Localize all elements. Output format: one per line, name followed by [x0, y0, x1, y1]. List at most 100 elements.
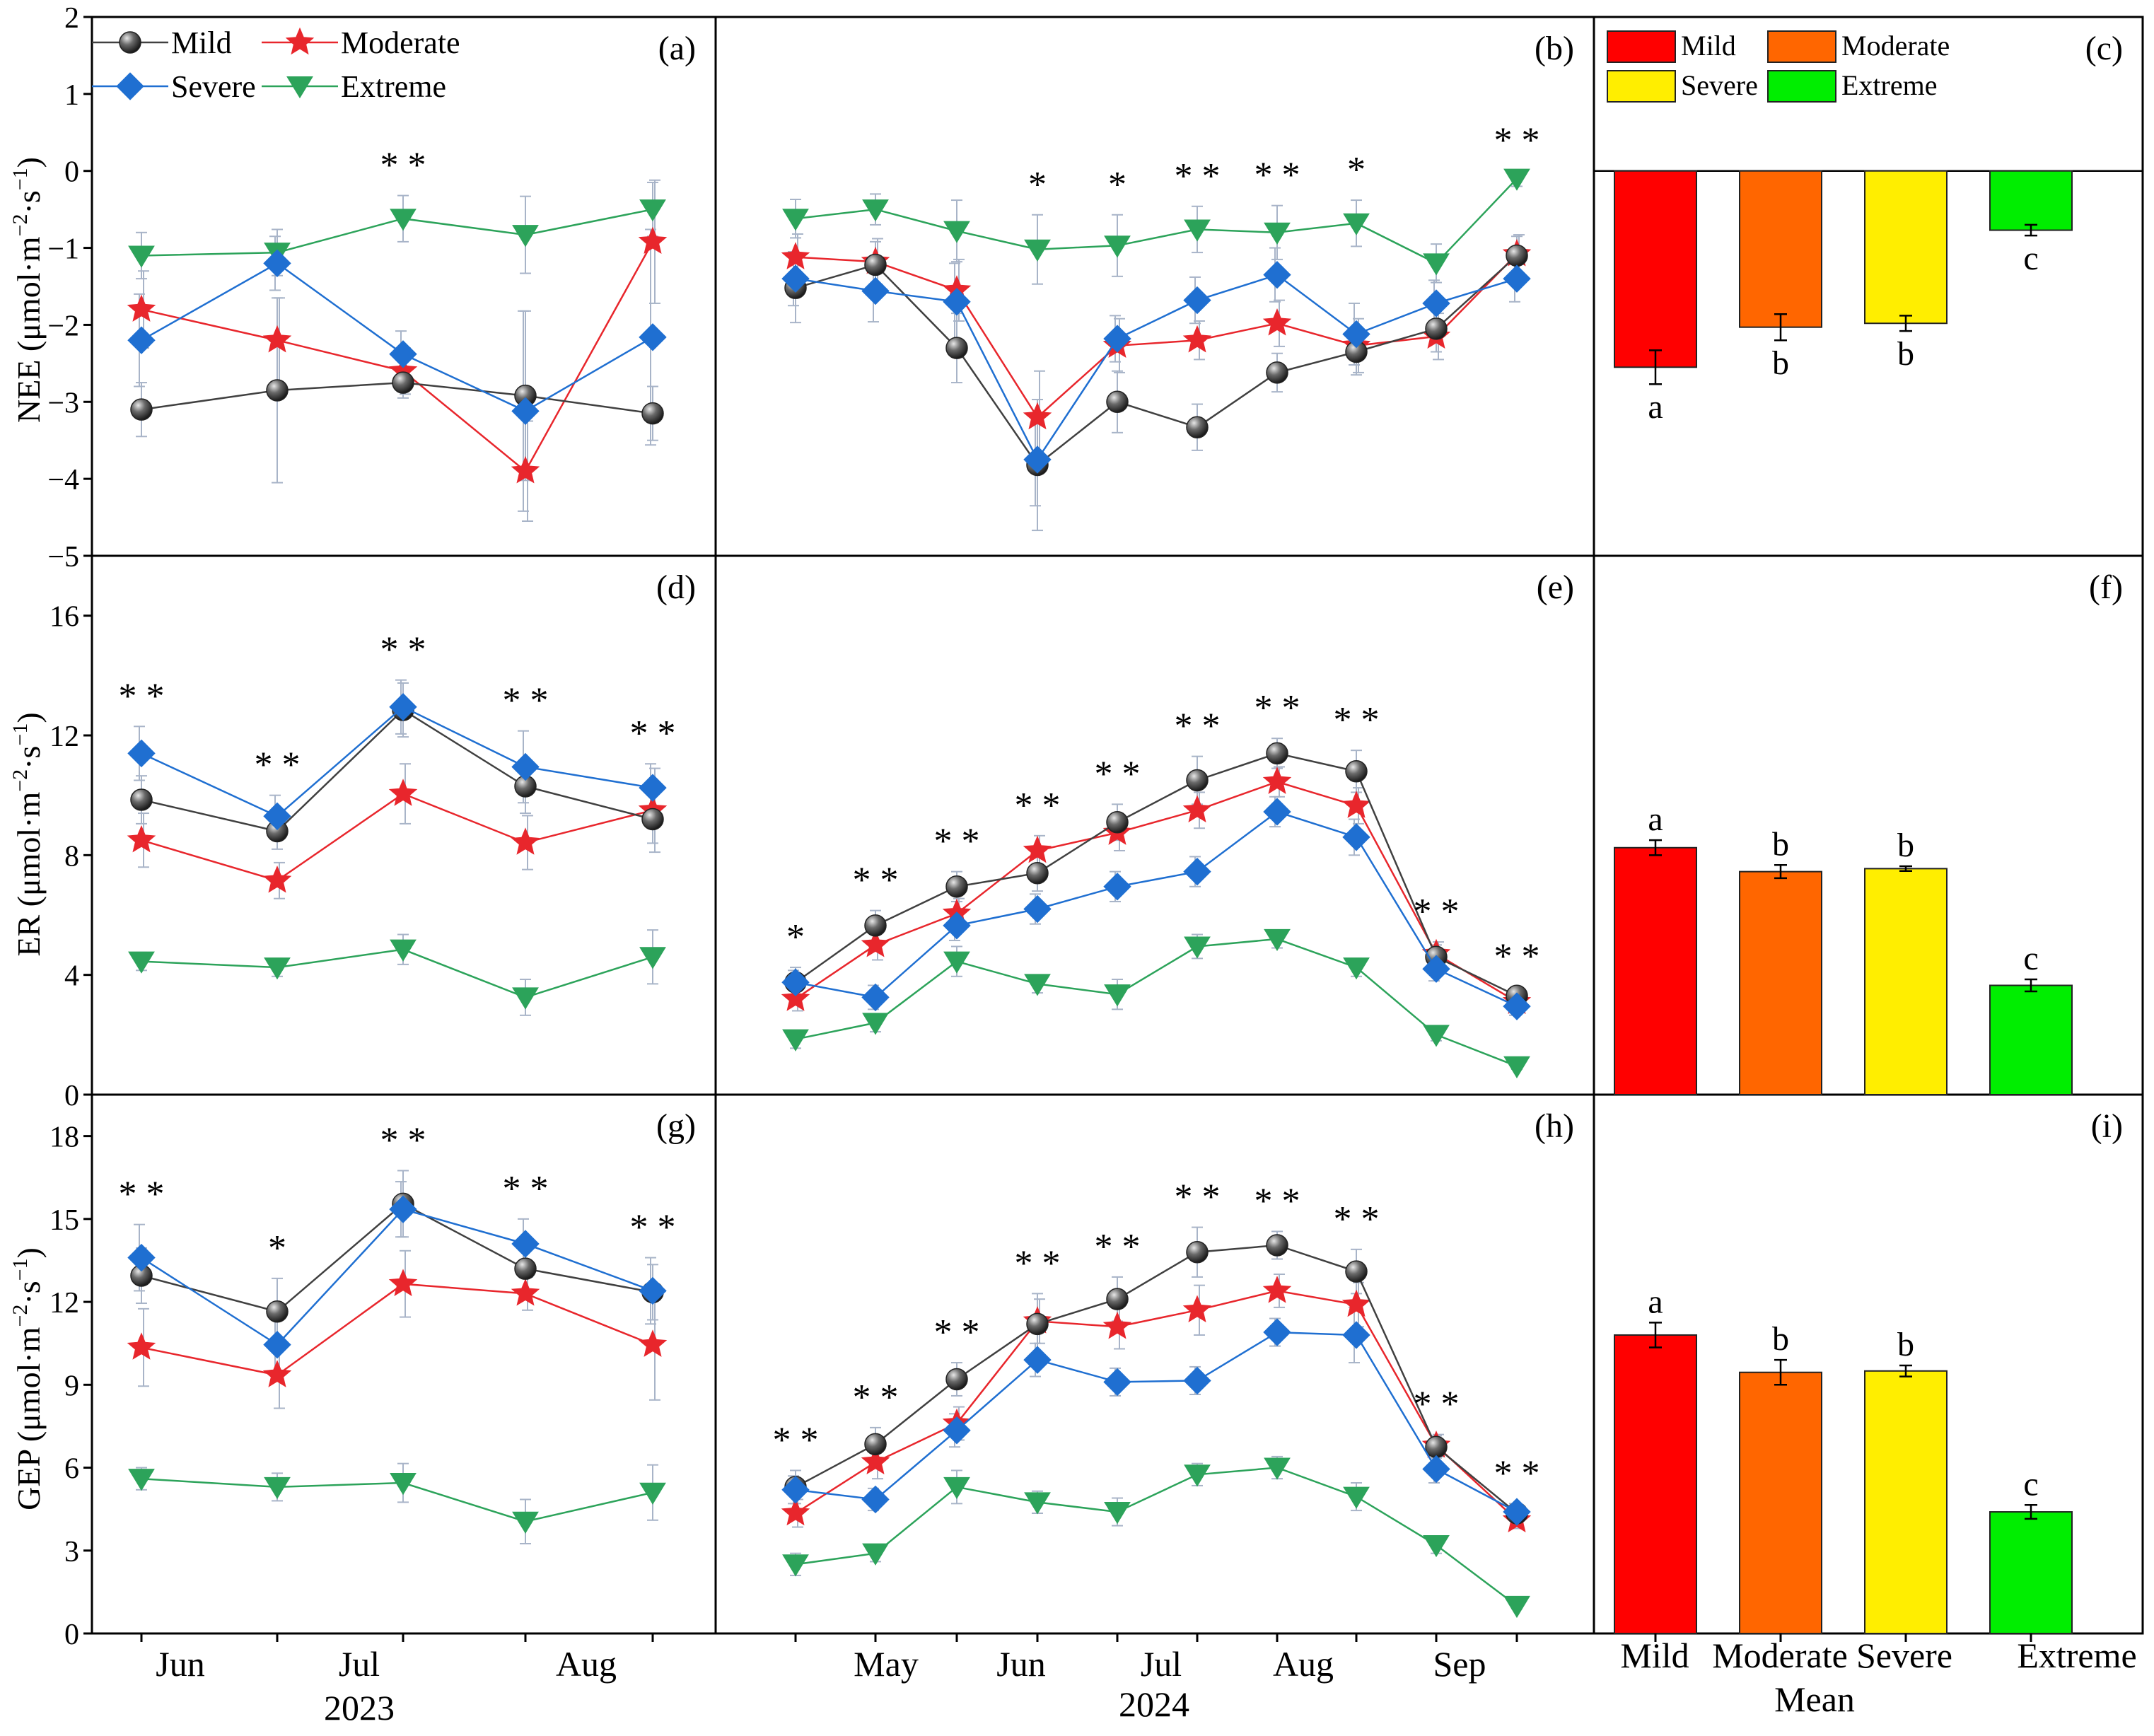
significance-letter: c — [2023, 240, 2038, 277]
legend-lines: Mild Moderate Severe Extreme — [92, 25, 460, 104]
point-moderate — [781, 242, 810, 269]
point-mild — [945, 875, 968, 898]
xtick-2024-aug: Aug — [1273, 1644, 1334, 1684]
legend-bars: Mild Moderate Severe Extreme — [1607, 30, 1950, 103]
point-moderate — [127, 1332, 156, 1360]
series-line-extreme — [795, 177, 1518, 264]
xtick-mean-moderate: Moderate — [1712, 1636, 1848, 1675]
xtick-2023-jul: Jul — [339, 1644, 380, 1684]
series-line-extreme — [795, 938, 1518, 1067]
point-extreme — [782, 209, 809, 231]
point-moderate — [1262, 1276, 1292, 1303]
point-severe — [1183, 286, 1211, 315]
panel-letter: (f) — [2089, 569, 2123, 606]
significance-mark: * * — [1254, 688, 1300, 728]
series-line-mild — [795, 1244, 1518, 1514]
legend-label-mild: Mild — [171, 25, 232, 60]
point-extreme — [1264, 1457, 1291, 1480]
panel-e: (e) * * * * * * * * * * * * * * * * * * * — [781, 569, 1574, 1078]
significance-mark: * * — [853, 1377, 899, 1418]
significance-mark: * * — [773, 1420, 819, 1460]
significance-letter: a — [1648, 800, 1663, 838]
significance-mark: * — [786, 917, 805, 957]
point-severe — [1103, 873, 1131, 901]
point-extreme — [512, 1511, 539, 1534]
series-line-moderate — [141, 1283, 653, 1376]
point-severe — [1023, 1346, 1052, 1374]
ylabel-er: ER (μmol·m−2·s−1) — [8, 712, 47, 956]
point-moderate — [861, 1447, 890, 1474]
point-extreme — [1423, 1534, 1450, 1558]
point-severe — [263, 802, 291, 831]
point-moderate — [127, 294, 156, 322]
point-extreme — [639, 1482, 666, 1505]
point-moderate — [388, 779, 418, 806]
point-mild — [1266, 1234, 1288, 1257]
significance-mark: * * — [1494, 937, 1540, 977]
point-moderate — [1262, 308, 1292, 336]
xtick-2023-jun: Jun — [156, 1644, 204, 1684]
point-mild — [266, 1300, 289, 1323]
point-extreme — [862, 1543, 889, 1566]
legend-bar-label-severe: Severe — [1681, 69, 1758, 101]
point-severe — [861, 276, 890, 305]
xtick-mean-severe: Severe — [1856, 1636, 1952, 1675]
point-severe — [1263, 260, 1291, 289]
point-severe — [389, 693, 417, 721]
plot-layer: (a) 2 1 0 −1 −2 −3 −4 −5 * * (b) * * * * * * * * * (c) a b b… — [47, 2, 2144, 1651]
xtick-mean-mild: Mild — [1620, 1636, 1689, 1675]
point-severe — [1342, 823, 1370, 851]
series-line-mild — [795, 255, 1518, 467]
point-moderate — [262, 1360, 292, 1387]
point-severe — [943, 288, 971, 316]
ylabel-gep: GEP (μmol·m−2·s−1) — [8, 1247, 47, 1510]
point-extreme — [943, 1476, 970, 1500]
point-severe — [1342, 1321, 1370, 1349]
point-moderate — [511, 827, 540, 855]
series-line-mild — [141, 1202, 653, 1313]
bar-extreme — [1989, 1511, 2073, 1634]
legend-swatch-severe — [1607, 70, 1676, 103]
point-extreme — [943, 221, 970, 243]
ytick-label: 0 — [64, 1080, 79, 1112]
significance-letter: b — [1897, 335, 1914, 373]
point-extreme — [1423, 1025, 1450, 1047]
point-severe — [511, 752, 540, 781]
point-moderate — [1341, 1289, 1371, 1317]
point-severe — [1183, 1366, 1211, 1395]
point-moderate — [388, 1269, 418, 1296]
series-line-severe — [141, 1208, 653, 1346]
point-severe — [943, 911, 971, 940]
ytick-label: 12 — [50, 721, 79, 753]
ytick-label: −1 — [47, 233, 79, 266]
legend-bar-label-extreme: Extreme — [1841, 69, 1938, 101]
ytick-label: 3 — [64, 1536, 79, 1568]
legend-marker-mild — [119, 31, 141, 54]
point-extreme — [782, 1554, 809, 1577]
legend-swatch-mild — [1607, 30, 1676, 63]
point-extreme — [1104, 235, 1131, 258]
significance-mark: * — [268, 1228, 286, 1269]
legend-bar-label-mild: Mild — [1681, 30, 1736, 62]
panel-letter: (g) — [656, 1107, 696, 1145]
panel-letter: (a) — [658, 30, 696, 67]
point-extreme — [1503, 168, 1530, 191]
ytick-label: 8 — [64, 840, 79, 873]
point-moderate — [262, 325, 292, 353]
bar-moderate — [1739, 870, 1822, 1096]
point-moderate — [1102, 1311, 1132, 1339]
point-extreme — [512, 225, 539, 247]
significance-mark: * * — [1015, 1243, 1061, 1283]
legend-swatch-moderate — [1767, 30, 1836, 63]
point-mild — [1266, 742, 1288, 765]
panel-f: (f) a b b c — [1614, 569, 2123, 1096]
point-severe — [1342, 320, 1370, 349]
point-extreme — [639, 199, 666, 222]
point-severe — [127, 1243, 156, 1272]
xtick-2024-jun: Jun — [996, 1644, 1045, 1684]
point-extreme — [1343, 1486, 1370, 1509]
panel-h: (h) * * * * * * * * * * * * * * * * * * * * — [773, 1107, 1574, 1642]
panel-letter: (i) — [2091, 1107, 2123, 1145]
point-mild — [641, 808, 664, 831]
significance-mark: * * — [1095, 1227, 1141, 1267]
